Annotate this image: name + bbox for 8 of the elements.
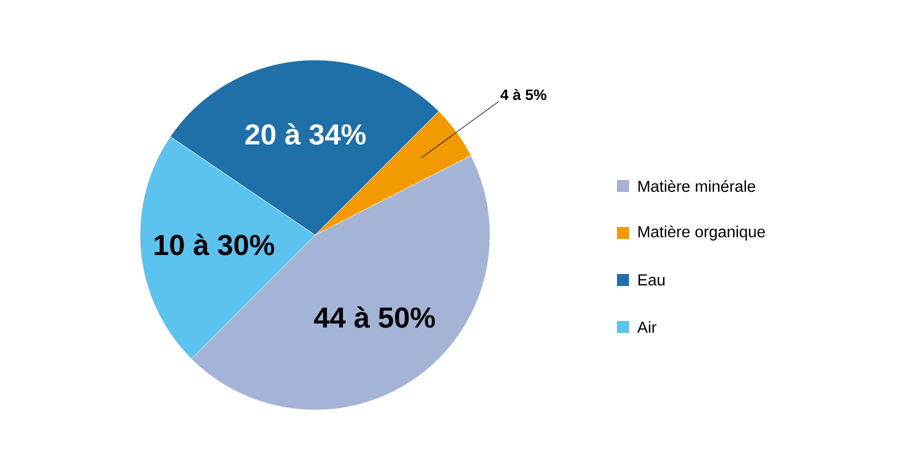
text: 20 à 34%: [245, 123, 366, 145]
legend-label: Eau: [638, 274, 665, 286]
text: 4 à 5%: [500, 88, 546, 100]
legend-label: Matière organique: [638, 225, 765, 241]
legend-label: Matière minérale: [638, 180, 756, 192]
legend-label: Air: [637, 321, 656, 333]
text: 10 à 30%: [154, 234, 274, 256]
text: 44 à 50%: [314, 306, 435, 328]
